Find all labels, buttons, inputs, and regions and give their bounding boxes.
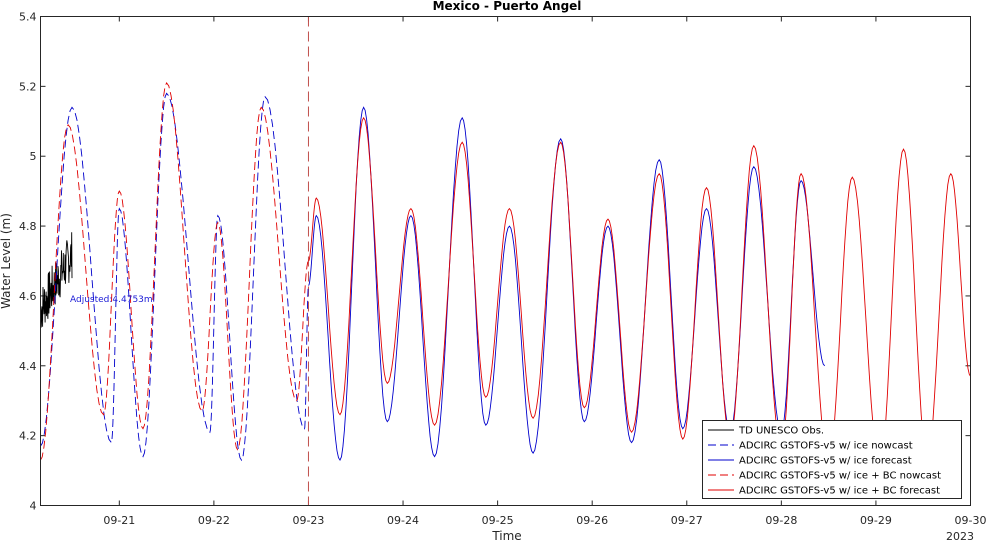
y-tick-label: 5.2: [19, 80, 37, 93]
y-tick-label: 4.6: [19, 290, 37, 303]
x-tick-label: 09-26: [576, 514, 608, 527]
legend-label: ADCIRC GSTOFS-v5 w/ ice + BC forecast: [739, 486, 940, 497]
legend-box: [702, 420, 962, 499]
x-tick-label: 09-27: [671, 514, 703, 527]
x-axis: 09-21 09-22 09-23 09-24 09-25 09-26 09-27 09-28…: [103, 16, 987, 527]
x-tick-label: 09-28: [765, 514, 797, 527]
y-tick-label: 4.4: [19, 360, 37, 373]
x-axis-label: Time: [491, 529, 521, 541]
legend-label: TD UNESCO Obs.: [738, 426, 824, 437]
x-tick-label: 09-23: [292, 514, 324, 527]
adjusted-annotation: Adjusted:4.4753m: [70, 295, 153, 305]
y-tick-label: 5: [30, 150, 37, 163]
legend-label: ADCIRC GSTOFS-v5 w/ ice nowcast: [739, 441, 913, 452]
series-lines: [40, 82, 971, 469]
y-tick-label: 4.8: [19, 220, 37, 233]
series-line-1: [40, 92, 309, 462]
x-year-label: 2023: [946, 530, 974, 541]
y-axis: 4 4.2 4.4 4.6 4.8 5 5.2 5.4: [19, 11, 971, 513]
x-tick-label: 09-29: [860, 514, 892, 527]
y-axis-label: Water Level (m): [0, 213, 13, 309]
x-tick-label: 09-21: [103, 514, 135, 527]
series-line-4: [308, 116, 971, 469]
legend: TD UNESCO Obs. ADCIRC GSTOFS-v5 w/ ice no…: [702, 420, 962, 499]
y-tick-label: 4.2: [19, 430, 37, 443]
chart-title: Mexico - Puerto Angel: [433, 0, 582, 13]
y-tick-label: 5.4: [19, 11, 37, 24]
y-tick-label: 4: [30, 500, 37, 513]
plot-frame: [40, 16, 971, 506]
legend-label: ADCIRC GSTOFS-v5 w/ ice + BC nowcast: [739, 471, 941, 482]
series-line-0: [40, 232, 73, 328]
legend-label: ADCIRC GSTOFS-v5 w/ ice forecast: [739, 456, 912, 467]
x-tick-label: 09-30: [955, 514, 987, 527]
series-line-3: [40, 82, 309, 461]
x-tick-label: 09-24: [387, 514, 419, 527]
x-tick-label: 09-25: [482, 514, 514, 527]
x-tick-label: 09-22: [198, 514, 230, 527]
